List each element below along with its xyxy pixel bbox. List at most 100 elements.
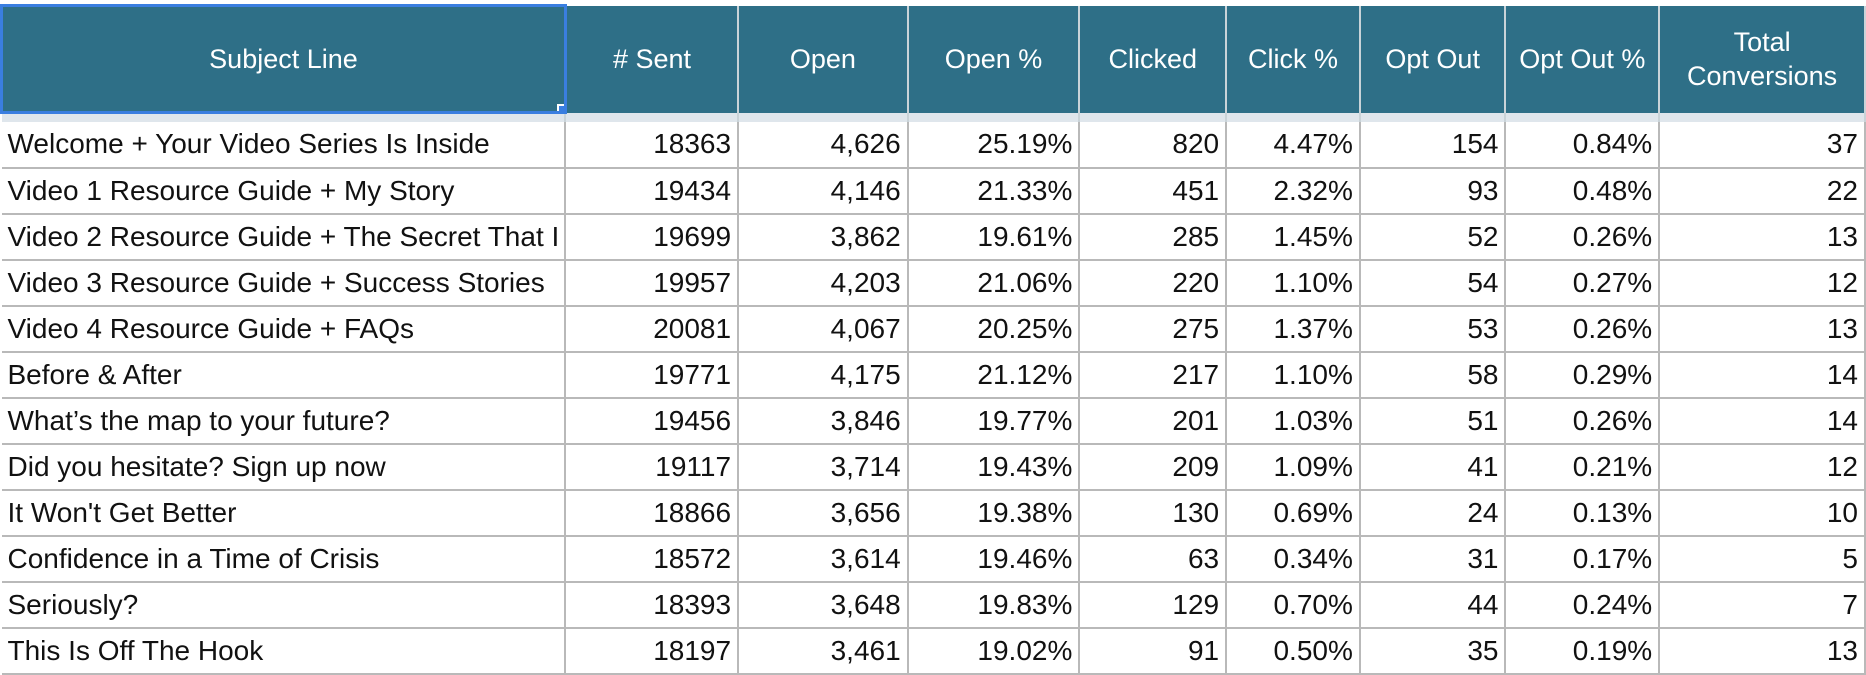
cell-open[interactable]: 4,146 (738, 167, 909, 215)
cell-opt-out-pct[interactable]: 0.26% (1505, 305, 1661, 353)
cell-clicked[interactable]: 130 (1079, 489, 1228, 537)
cell-click-pct[interactable]: 0.50% (1226, 627, 1361, 675)
cell-clicked[interactable]: 201 (1079, 397, 1228, 445)
cell-click-pct[interactable]: 1.10% (1226, 351, 1361, 399)
cell-opt-out-pct[interactable]: 0.27% (1505, 259, 1661, 307)
header-cell-clicked[interactable]: Clicked (1079, 5, 1228, 113)
header-cell-subject-line[interactable]: Subject Line (0, 4, 567, 114)
cell-open-pct[interactable]: 19.02% (907, 627, 1081, 675)
cell-subject-line[interactable]: What’s the map to your future? (1, 397, 567, 445)
cell-click-pct[interactable]: 1.03% (1226, 397, 1361, 445)
cell-opt-out-pct[interactable]: 0.21% (1505, 443, 1661, 491)
cell-sent[interactable]: 18197 (565, 627, 740, 675)
cell-opt-out[interactable]: 51 (1359, 397, 1507, 445)
cell-total-conversions[interactable]: 14 (1659, 397, 1866, 445)
header-cell-opt-out-pct[interactable]: Opt Out % (1505, 5, 1661, 113)
cell-open[interactable]: 3,614 (738, 535, 909, 583)
cell-clicked[interactable]: 275 (1079, 305, 1228, 353)
cell-subject-line[interactable]: This Is Off The Hook (1, 627, 567, 675)
cell-open[interactable]: 3,846 (738, 397, 909, 445)
fill-handle[interactable] (556, 104, 563, 110)
cell-click-pct[interactable]: 1.45% (1226, 213, 1361, 261)
cell-click-pct[interactable]: 0.70% (1226, 581, 1361, 629)
cell-open-pct[interactable]: 19.38% (907, 489, 1081, 537)
cell-opt-out[interactable]: 31 (1359, 535, 1507, 583)
cell-opt-out[interactable]: 54 (1359, 259, 1507, 307)
cell-opt-out-pct[interactable]: 0.26% (1505, 213, 1661, 261)
cell-opt-out-pct[interactable]: 0.48% (1505, 167, 1661, 215)
cell-subject-line[interactable]: Did you hesitate? Sign up now (1, 443, 567, 491)
cell-sent[interactable]: 19699 (565, 213, 740, 261)
cell-sent[interactable]: 20081 (565, 305, 740, 353)
cell-click-pct[interactable]: 1.37% (1226, 305, 1361, 353)
cell-open[interactable]: 3,648 (738, 581, 909, 629)
header-cell-sent[interactable]: # Sent (565, 5, 740, 113)
cell-opt-out-pct[interactable]: 0.19% (1505, 627, 1661, 675)
cell-total-conversions[interactable]: 13 (1659, 627, 1866, 675)
cell-opt-out[interactable]: 53 (1359, 305, 1507, 353)
cell-open[interactable]: 4,203 (738, 259, 909, 307)
cell-sent[interactable]: 19771 (565, 351, 740, 399)
cell-click-pct[interactable]: 2.32% (1226, 167, 1361, 215)
cell-opt-out-pct[interactable]: 0.24% (1505, 581, 1661, 629)
cell-clicked[interactable]: 285 (1079, 213, 1228, 261)
cell-opt-out[interactable]: 154 (1359, 121, 1507, 169)
cell-open-pct[interactable]: 19.77% (907, 397, 1081, 445)
cell-subject-line[interactable]: It Won't Get Better (1, 489, 567, 537)
header-cell-click-pct[interactable]: Click % (1226, 5, 1361, 113)
cell-clicked[interactable]: 451 (1079, 167, 1228, 215)
cell-total-conversions[interactable]: 22 (1659, 167, 1866, 215)
cell-open[interactable]: 4,626 (738, 121, 909, 169)
cell-subject-line[interactable]: Video 2 Resource Guide + The Secret That… (1, 213, 567, 261)
cell-subject-line[interactable]: Video 1 Resource Guide + My Story (1, 167, 567, 215)
header-cell-open[interactable]: Open (738, 5, 909, 113)
cell-opt-out[interactable]: 41 (1359, 443, 1507, 491)
cell-opt-out[interactable]: 52 (1359, 213, 1507, 261)
cell-opt-out-pct[interactable]: 0.13% (1505, 489, 1661, 537)
cell-opt-out-pct[interactable]: 0.84% (1505, 121, 1661, 169)
cell-opt-out-pct[interactable]: 0.26% (1505, 397, 1661, 445)
cell-open-pct[interactable]: 19.61% (907, 213, 1081, 261)
cell-open[interactable]: 3,461 (738, 627, 909, 675)
header-cell-open-pct[interactable]: Open % (907, 5, 1081, 113)
cell-open-pct[interactable]: 20.25% (907, 305, 1081, 353)
cell-open[interactable]: 4,067 (738, 305, 909, 353)
cell-clicked[interactable]: 217 (1079, 351, 1228, 399)
cell-clicked[interactable]: 209 (1079, 443, 1228, 491)
cell-opt-out-pct[interactable]: 0.29% (1505, 351, 1661, 399)
cell-total-conversions[interactable]: 12 (1659, 259, 1866, 307)
cell-open-pct[interactable]: 21.12% (907, 351, 1081, 399)
cell-total-conversions[interactable]: 13 (1659, 213, 1866, 261)
cell-total-conversions[interactable]: 13 (1659, 305, 1866, 353)
cell-open[interactable]: 3,862 (738, 213, 909, 261)
cell-open[interactable]: 3,714 (738, 443, 909, 491)
cell-sent[interactable]: 19456 (565, 397, 740, 445)
cell-click-pct[interactable]: 4.47% (1226, 121, 1361, 169)
cell-total-conversions[interactable]: 14 (1659, 351, 1866, 399)
cell-click-pct[interactable]: 1.09% (1226, 443, 1361, 491)
cell-sent[interactable]: 19117 (565, 443, 740, 491)
cell-total-conversions[interactable]: 7 (1659, 581, 1866, 629)
cell-sent[interactable]: 19434 (565, 167, 740, 215)
cell-clicked[interactable]: 91 (1079, 627, 1228, 675)
cell-total-conversions[interactable]: 12 (1659, 443, 1866, 491)
cell-sent[interactable]: 18866 (565, 489, 740, 537)
cell-open-pct[interactable]: 19.83% (907, 581, 1081, 629)
cell-open-pct[interactable]: 21.33% (907, 167, 1081, 215)
cell-clicked[interactable]: 129 (1079, 581, 1228, 629)
cell-clicked[interactable]: 63 (1079, 535, 1228, 583)
cell-subject-line[interactable]: Welcome + Your Video Series Is Inside (1, 121, 567, 169)
cell-open-pct[interactable]: 25.19% (907, 121, 1081, 169)
cell-opt-out-pct[interactable]: 0.17% (1505, 535, 1661, 583)
cell-open-pct[interactable]: 19.43% (907, 443, 1081, 491)
cell-clicked[interactable]: 820 (1079, 121, 1228, 169)
cell-open[interactable]: 3,656 (738, 489, 909, 537)
header-cell-opt-out[interactable]: Opt Out (1359, 5, 1507, 113)
cell-total-conversions[interactable]: 5 (1659, 535, 1866, 583)
cell-total-conversions[interactable]: 10 (1659, 489, 1866, 537)
cell-subject-line[interactable]: Before & After (1, 351, 567, 399)
cell-open-pct[interactable]: 19.46% (907, 535, 1081, 583)
cell-sent[interactable]: 18363 (565, 121, 740, 169)
cell-opt-out[interactable]: 44 (1359, 581, 1507, 629)
cell-sent[interactable]: 19957 (565, 259, 740, 307)
